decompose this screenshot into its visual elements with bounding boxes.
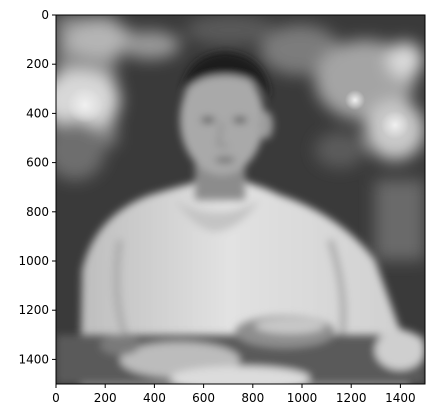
y-tick-label: 1200 — [18, 303, 49, 317]
x-tick-label: 1400 — [385, 391, 416, 405]
axes-frame — [55, 14, 426, 385]
x-tick-label: 1200 — [336, 391, 367, 405]
x-axis: 0 200 400 600 800 1000 1200 1400 — [52, 384, 416, 405]
y-tick-label: 1400 — [18, 352, 49, 366]
photo — [56, 15, 425, 384]
y-tick-label: 600 — [26, 156, 49, 170]
x-tick-label: 600 — [192, 391, 215, 405]
y-tick-label: 400 — [26, 106, 49, 120]
x-tick-label: 1000 — [287, 391, 318, 405]
x-tick-label: 0 — [52, 391, 60, 405]
x-tick-label: 800 — [241, 391, 264, 405]
y-tick-label: 200 — [26, 57, 49, 71]
y-tick-label: 1000 — [18, 254, 49, 268]
y-tick-label: 0 — [41, 8, 49, 22]
x-tick-label: 400 — [143, 391, 166, 405]
y-tick-label: 800 — [26, 205, 49, 219]
x-tick-label: 200 — [94, 391, 117, 405]
y-axis: 0 200 400 600 800 1000 1200 1400 — [18, 8, 56, 366]
